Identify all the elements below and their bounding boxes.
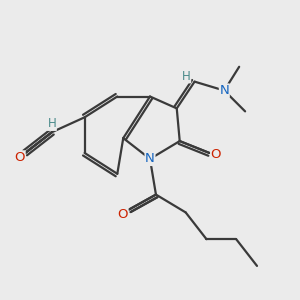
Text: H: H [47,117,56,130]
Text: O: O [211,148,221,161]
Text: H: H [182,70,190,83]
Text: O: O [15,151,25,164]
Text: N: N [145,152,155,165]
Text: O: O [117,208,128,221]
Text: N: N [219,84,229,97]
